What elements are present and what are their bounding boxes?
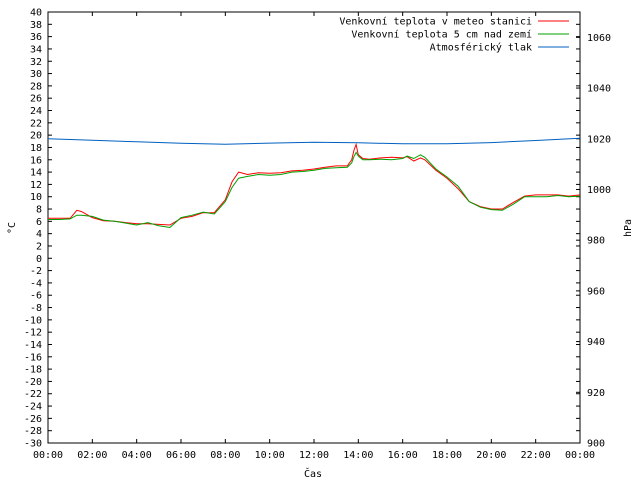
left-tick-label: -30 <box>24 439 42 450</box>
left-tick-label: -12 <box>24 328 42 339</box>
x-tick-label: 08:00 <box>210 450 240 461</box>
left-tick-label: -6 <box>30 291 42 302</box>
right-tick-label: 920 <box>587 388 605 399</box>
left-tick-label: 6 <box>36 217 42 228</box>
x-tick-label: 12:00 <box>299 450 329 461</box>
left-tick-label: 38 <box>30 20 42 31</box>
series-layer <box>47 137 581 229</box>
left-y-axis: -30-28-26-24-22-20-18-16-14-12-10-8-6-4-… <box>24 8 580 450</box>
x-tick-label: 20:00 <box>476 450 506 461</box>
right-tick-label: 980 <box>587 236 605 247</box>
x-tick-label: 00:00 <box>565 450 595 461</box>
left-tick-label: 24 <box>30 106 42 117</box>
left-tick-label: 28 <box>30 81 42 92</box>
left-tick-label: -10 <box>24 315 42 326</box>
plot-frame <box>47 11 581 444</box>
left-tick-label: 22 <box>30 118 42 129</box>
left-tick-label: 10 <box>30 192 42 203</box>
x-axis-label: Čas <box>304 467 322 480</box>
left-tick-label: -4 <box>30 278 42 289</box>
x-tick-label: 10:00 <box>255 450 285 461</box>
right-tick-label: 1060 <box>587 33 611 44</box>
plot-border <box>47 11 581 444</box>
left-tick-label: 26 <box>30 94 42 105</box>
left-tick-label: 20 <box>30 131 42 142</box>
series-line-1 <box>48 142 581 226</box>
x-tick-label: 06:00 <box>166 450 196 461</box>
right-tick-label: 900 <box>587 439 605 450</box>
left-tick-label: -24 <box>24 402 42 413</box>
left-tick-label: 2 <box>36 241 42 252</box>
left-tick-label: -14 <box>24 340 42 351</box>
x-tick-label: 04:00 <box>122 450 152 461</box>
x-tick-label: 02:00 <box>77 450 107 461</box>
left-tick-label: 36 <box>30 32 42 43</box>
left-tick-label: -16 <box>24 352 42 363</box>
left-tick-label: 30 <box>30 69 42 80</box>
series-line-2 <box>48 151 581 229</box>
right-tick-label: 1020 <box>587 134 611 145</box>
left-tick-label: 4 <box>36 229 42 240</box>
legend-label-3: Atmosférický tlak <box>430 42 532 54</box>
left-tick-label: -2 <box>30 266 42 277</box>
left-tick-label: -28 <box>24 426 42 437</box>
left-tick-label: 12 <box>30 180 42 191</box>
right-y-axis-label: hPa <box>623 219 634 237</box>
left-tick-label: -20 <box>24 377 42 388</box>
x-tick-label: 00:00 <box>33 450 63 461</box>
left-y-axis-label: °C <box>7 222 18 234</box>
right-tick-label: 960 <box>587 286 605 297</box>
x-axis: 00:00 02:00 04:00 06:00 08:00 10:00 12:00 14:00… <box>33 12 595 461</box>
left-tick-label: 16 <box>30 155 42 166</box>
right-tick-label: 1040 <box>587 84 611 95</box>
left-tick-label: 8 <box>36 205 42 216</box>
x-tick-label: 18:00 <box>432 450 462 461</box>
left-tick-label: -26 <box>24 414 42 425</box>
right-y-axis: 900 920 940 960 980 1000 1020 1040 1060 <box>576 33 611 450</box>
right-tick-label: 940 <box>587 337 605 348</box>
left-tick-label: -8 <box>30 303 42 314</box>
legend-label-1: Venkovní teplota v meteo stanici <box>339 16 532 28</box>
left-tick-label: 14 <box>30 168 42 179</box>
legend: Venkovní teplota v meteo staniciVenkovní… <box>339 16 569 54</box>
x-tick-label: 14:00 <box>343 450 373 461</box>
legend-label-2: Venkovní teplota 5 cm nad zemí <box>351 29 532 41</box>
left-tick-label: -22 <box>24 389 42 400</box>
left-tick-label: 40 <box>30 8 42 19</box>
x-tick-label: 22:00 <box>521 450 551 461</box>
left-tick-label: 34 <box>30 44 42 55</box>
left-tick-label: -18 <box>24 365 42 376</box>
x-tick-label: 16:00 <box>388 450 418 461</box>
left-tick-label: 32 <box>30 57 42 68</box>
left-tick-label: 18 <box>30 143 42 154</box>
left-tick-label: 0 <box>36 254 42 265</box>
series-line-3 <box>47 137 581 145</box>
right-tick-label: 1000 <box>587 185 611 196</box>
